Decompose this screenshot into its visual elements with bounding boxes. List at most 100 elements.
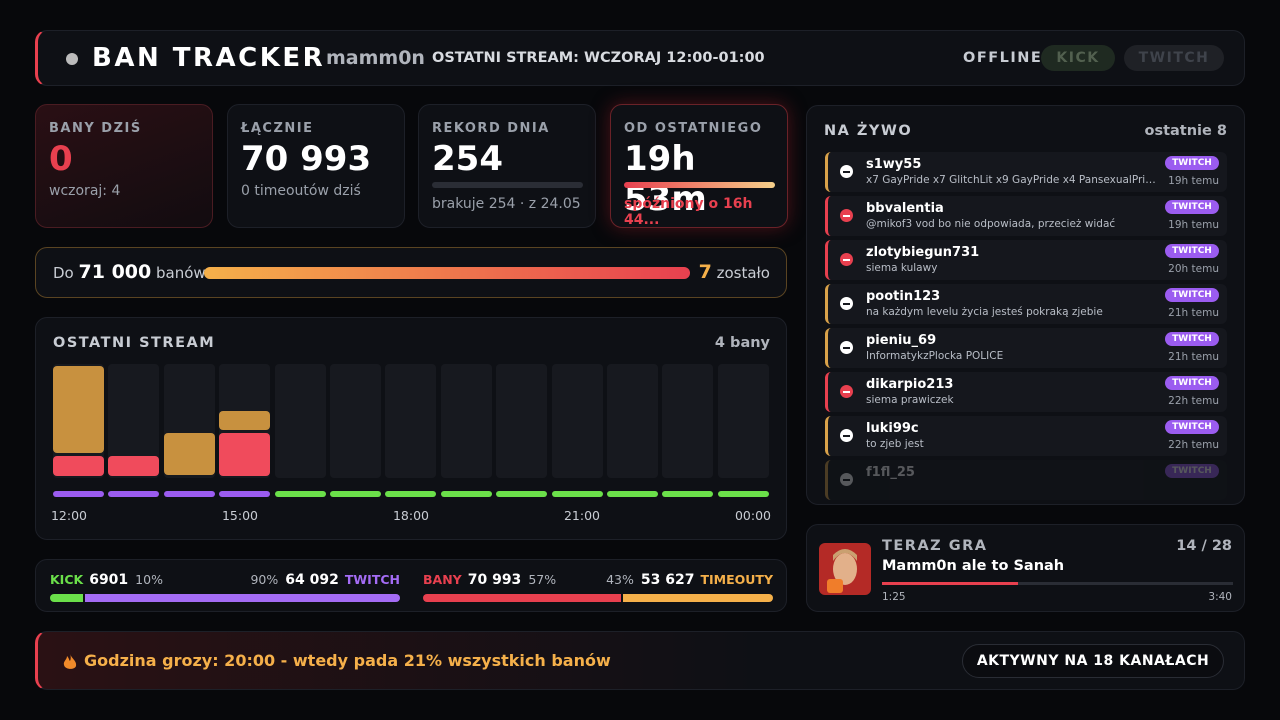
feed-icon	[840, 209, 853, 222]
np-track: Mamm0n ale to Sanah	[882, 558, 1065, 574]
feed-message: @mikof3 vod bo nie odpowiada, przecież w…	[866, 218, 1116, 230]
stat-card: OD OSTATNIEGO 19h 53m spóźniony o 16h 44..…	[610, 104, 788, 228]
slot	[662, 364, 714, 478]
feed-icon	[840, 385, 853, 398]
ban-bar	[219, 433, 271, 476]
split-bar	[623, 594, 773, 602]
np-label: TERAZ GRA	[882, 538, 988, 554]
slot	[551, 364, 603, 478]
stat-label: OD OSTATNIEGO	[624, 121, 763, 136]
platform-strip	[717, 491, 769, 497]
icon-bar	[843, 478, 850, 481]
split-right: 43% 53 627 TIMEOUTY	[423, 572, 773, 588]
icon-bar	[843, 346, 850, 349]
flame-icon	[63, 654, 77, 669]
platform-strip	[53, 491, 104, 497]
stat-card: BANY DZIŚ 0 wczoraj: 4	[35, 104, 213, 228]
feed-message: siema prawiczek	[866, 394, 954, 406]
feed-name: f1fl_25	[866, 465, 915, 480]
feed-icon	[840, 297, 853, 310]
stat-card: REKORD DNIA 254 brakuje 254 · z 24.05	[418, 104, 596, 228]
split-bar	[423, 594, 622, 602]
feed-name: bbvalentia	[866, 201, 944, 216]
record-track	[432, 182, 583, 188]
split-count: 70 993	[467, 572, 522, 588]
np-duration: 3:40	[1208, 591, 1232, 603]
split-left: KICK 6901 10%	[50, 572, 163, 588]
stat-sub: 0 timeoutów dziś	[241, 183, 361, 199]
feed-message: na każdym levelu życia jesteś pokraką zj…	[866, 306, 1103, 318]
platform-pill: KICK	[1041, 45, 1115, 71]
time-label: 18:00	[392, 508, 430, 523]
avatar	[819, 543, 871, 595]
platform-badge: TWITCH	[1165, 464, 1219, 478]
feed-item: f1fl_25 TWITCH	[825, 460, 1227, 500]
feed-icon	[840, 473, 853, 486]
goal-unit: banów	[156, 264, 206, 282]
last-stream: OSTATNI STREAM: WCZORAJ 12:00-01:00	[432, 50, 765, 66]
platform-strip	[219, 491, 271, 497]
split-left: BANY 70 993 57%	[423, 572, 556, 588]
split-panel: KICK 6901 10% 90% 64 092 TWITCH BANY 70 993 57% 4…	[35, 559, 787, 612]
split-share: 57%	[528, 572, 557, 587]
platform-badge: TWITCH	[1165, 420, 1219, 434]
stat-sub: wczoraj: 4	[49, 183, 121, 199]
stat-label: REKORD DNIA	[432, 121, 550, 136]
feed-item: zlotybiegun731 siema kulawy TWITCH 20h temu	[825, 240, 1227, 280]
platform-badge: TWITCH	[1165, 376, 1219, 390]
platform-badge: TWITCH	[1165, 156, 1219, 170]
feed-time: 20h temu	[1168, 263, 1219, 275]
platform-strip	[496, 491, 548, 497]
time-label: 12:00	[50, 508, 88, 523]
platform-badge: TWITCH	[1165, 288, 1219, 302]
goal-fill	[204, 267, 690, 279]
feed-time: 19h temu	[1168, 175, 1219, 187]
platform-strip	[330, 491, 381, 497]
feed-name: luki99c	[866, 421, 919, 436]
slot	[274, 364, 326, 478]
channels-pill: AKTYWNY NA 18 KANAŁACH	[962, 644, 1224, 678]
np-fill	[882, 582, 1018, 585]
ban-bar	[108, 455, 160, 476]
icon-bar	[843, 390, 850, 393]
feed-subtitle: ostatnie 8	[1144, 123, 1227, 139]
goal-prefix: Do	[53, 264, 74, 282]
feed-name: pootin123	[866, 289, 941, 304]
time-label: 21:00	[563, 508, 601, 523]
feed-time: 21h temu	[1168, 351, 1219, 363]
slot	[496, 364, 548, 478]
split-count: 53 627	[640, 572, 695, 588]
icon-bar	[843, 214, 850, 217]
feed-icon	[840, 165, 853, 178]
platform-strip	[274, 491, 326, 497]
goal-track	[204, 267, 690, 279]
platform-strip	[551, 491, 603, 497]
split-count: 6901	[89, 572, 129, 588]
stat-card: ŁĄCZNIE 70 993 0 timeoutów dziś	[227, 104, 405, 228]
ban-bar	[53, 455, 104, 476]
remaining-label: zostało	[716, 264, 770, 282]
feed-panel: NA ŻYWO ostatnie 8 s1wy55 x7 GayPride x7 …	[806, 105, 1245, 505]
platform-strip	[662, 491, 714, 497]
feed-message: siema kulawy	[866, 262, 938, 274]
stat-value: 70 993	[241, 139, 372, 179]
split-share: 90%	[250, 572, 279, 587]
feed-name: dikarpio213	[866, 377, 954, 392]
platform-badge: TWITCH	[1165, 200, 1219, 214]
now-playing: TERAZ GRA 14 / 28 Mamm0n ale to Sanah 1:…	[806, 524, 1245, 612]
platform-strip	[607, 491, 658, 497]
stat-label: ŁĄCZNIE	[241, 121, 314, 136]
stat-sub: spóźniony o 16h 44...	[624, 196, 753, 228]
feed-item: luki99c to zjeb jest TWITCH 22h temu	[825, 416, 1227, 456]
slot	[717, 364, 769, 478]
platform-strip	[385, 491, 437, 497]
feed-item: s1wy55 x7 GayPride x7 GlitchLit x9 GayPri…	[825, 152, 1227, 192]
split-share: 10%	[135, 572, 163, 587]
title: BAN TRACKER	[92, 43, 326, 73]
feed-time: 22h temu	[1168, 395, 1219, 407]
feed-item: dikarpio213 siema prawiczek TWITCH 22h temu	[825, 372, 1227, 412]
feed-message: x7 GayPride x7 GlitchLit x9 GayPride x4 …	[866, 174, 1156, 186]
banner-text: Godzina grozy: 20:00 - wtedy pada 21% ws…	[84, 651, 611, 670]
channel: mamm0n	[326, 47, 425, 69]
